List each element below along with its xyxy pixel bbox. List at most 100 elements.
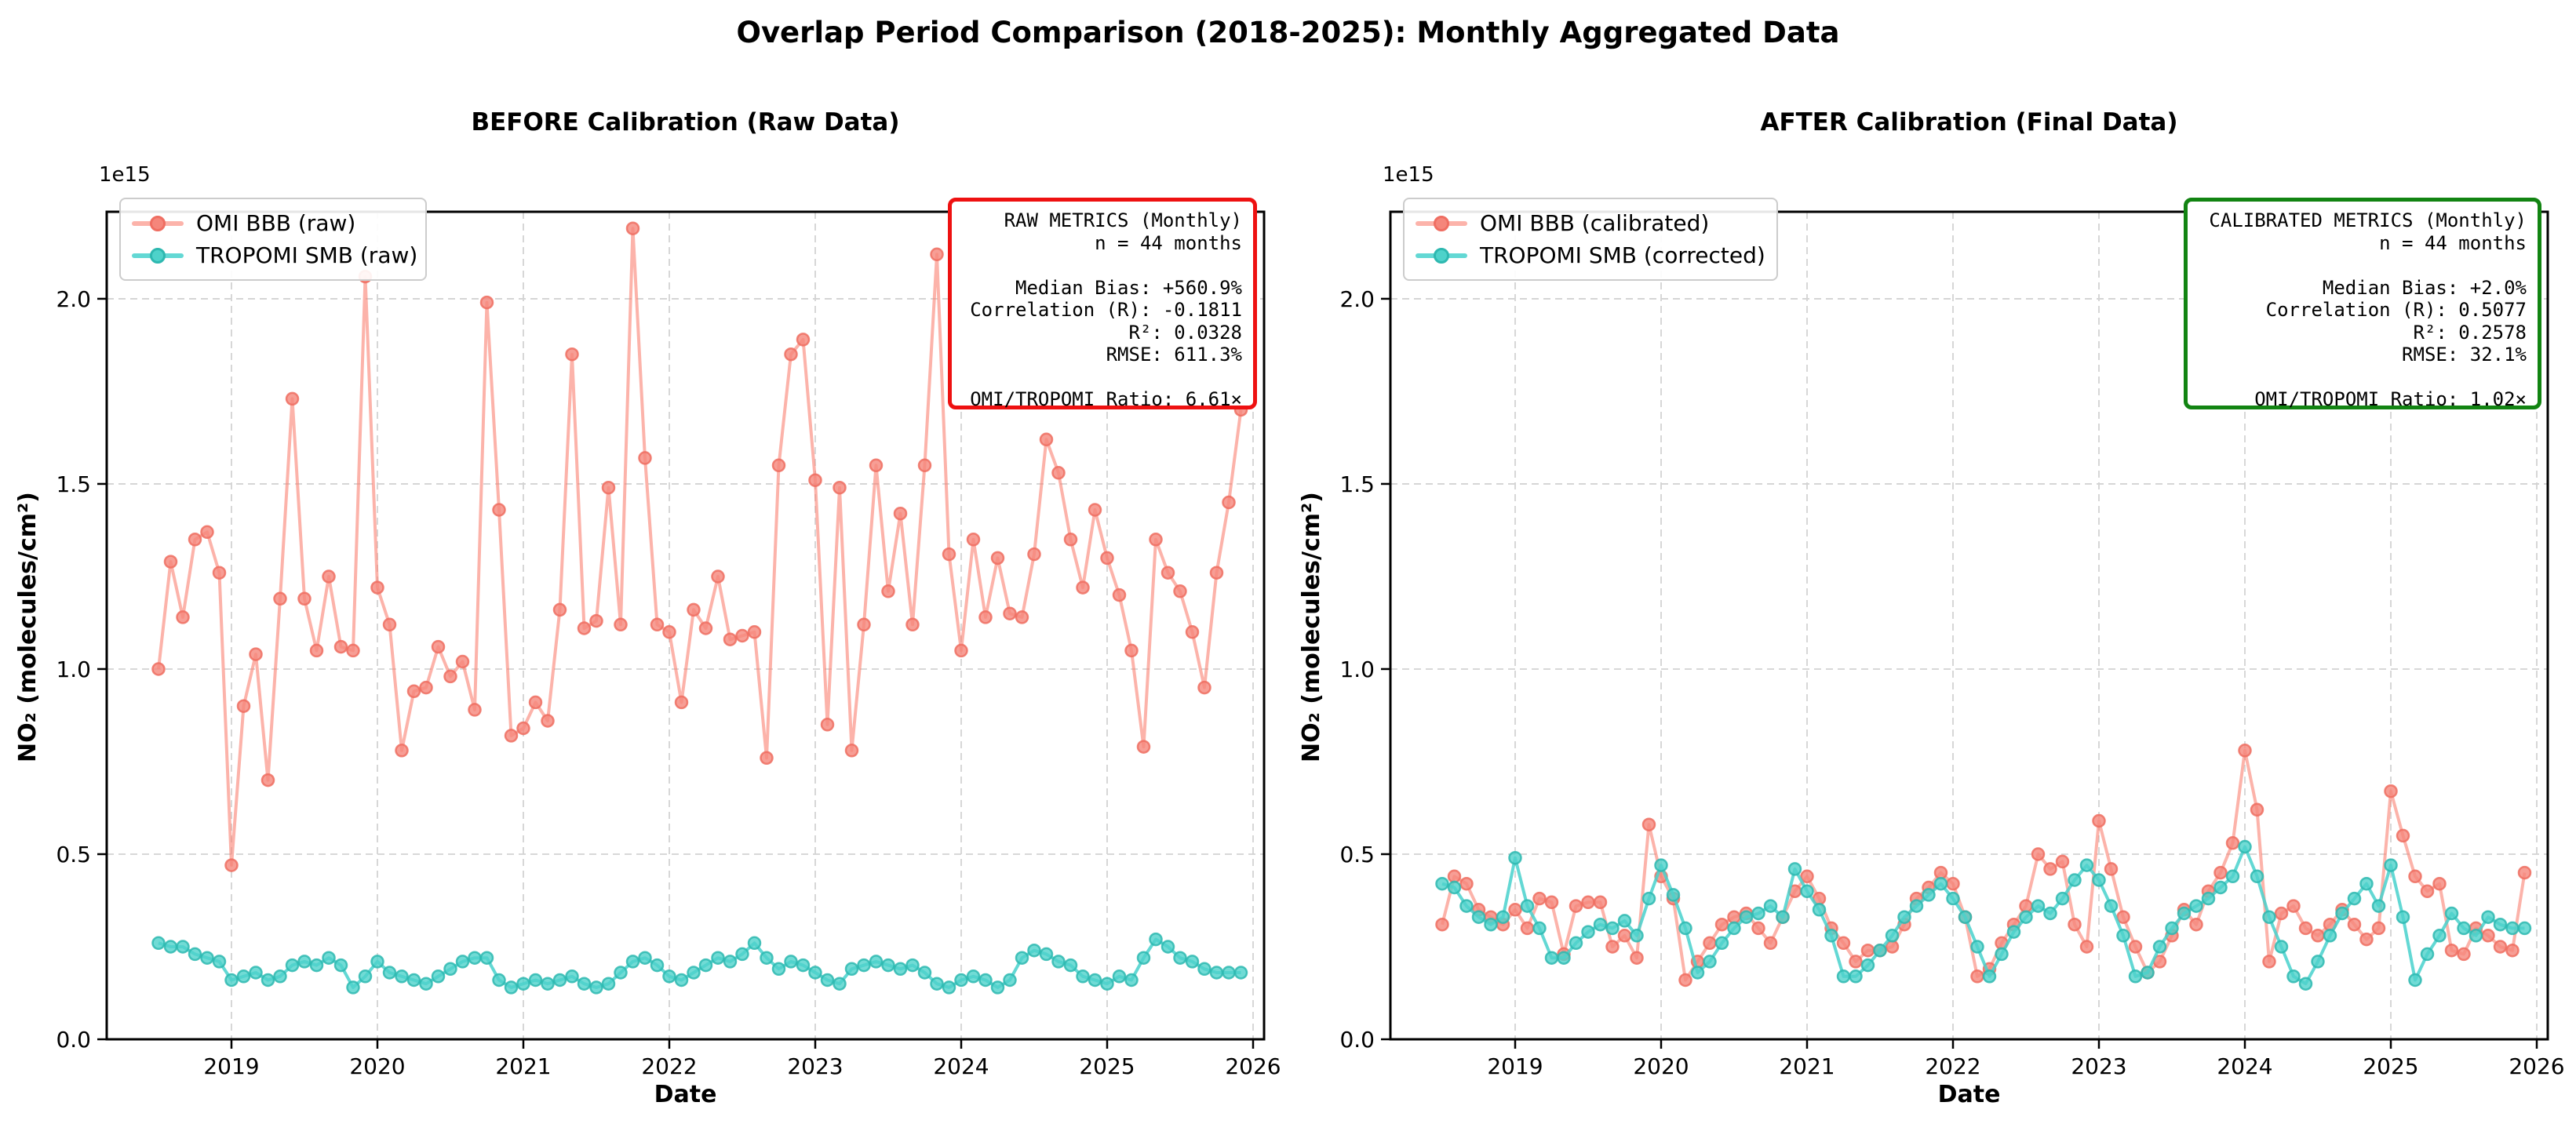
omi-calibrated-point [2396,828,2410,843]
x-tick-label: 2022 [641,1053,697,1079]
tropomi-corrected-point [1897,910,1911,924]
omi-raw-point [796,333,811,347]
omi-raw-point [1124,643,1139,658]
omi-calibrated-point [1593,895,1608,910]
omi-raw-point [1222,495,1236,510]
omi-raw-point [990,551,1005,566]
omi-raw-point [1027,547,1041,562]
tropomi-corrected-point [2165,921,2179,936]
tropomi-raw-point [917,966,932,980]
right-legend: OMI BBB (calibrated) TROPOMI SMB (correc… [1403,198,1778,281]
omi-raw-point [1088,503,1102,517]
tropomi-corrected-point [2396,910,2410,924]
tropomi-corrected-point [2006,925,2021,939]
legend-label: OMI BBB (raw) [196,210,356,236]
tropomi-raw-point [285,958,300,973]
omi-calibrated-point [2079,940,2094,954]
omi-raw-point [1185,625,1200,639]
tropomi-corrected-point [1654,858,1668,872]
tropomi-corrected-point [1885,929,1900,943]
tropomi-raw-point [468,951,482,965]
tropomi-raw-point [601,977,616,991]
tropomi-raw-point [577,977,592,991]
tropomi-corrected-point [1703,955,1717,969]
tropomi-corrected-point [2335,906,2349,921]
omi-raw-point [650,617,665,632]
tropomi-corrected-point [2019,910,2033,924]
tropomi-corrected-point [1544,951,1559,965]
calibrated-metrics-box: CALIBRATED METRICS (Monthly) n = 44 mont… [2184,198,2541,410]
tropomi-raw-point [1112,969,1127,984]
tropomi-raw-point [735,947,749,962]
omi-raw-point [322,569,336,584]
tropomi-line-marker-icon [1416,247,1467,264]
omi-raw-point [638,451,652,465]
tropomi-raw-point [857,958,871,973]
tropomi-raw-point [808,966,822,980]
tropomi-corrected-point [2347,891,2362,906]
omi-raw-point [784,347,798,362]
tropomi-raw-point [784,955,798,969]
omi-calibrated-point [1970,969,1984,984]
x-tick-label: 2023 [787,1053,843,1079]
omi-raw-point [625,221,640,235]
tropomi-corrected-point [1849,969,1863,984]
omi-raw-point [589,613,603,628]
tropomi-raw-point [1233,966,1248,980]
tropomi-raw-point [297,955,312,969]
tropomi-raw-point [200,951,214,965]
y-tick-label: 1.5 [56,471,91,497]
omi-raw-point [212,566,227,580]
x-tick-label: 2025 [1079,1053,1135,1079]
omi-raw-point [455,654,470,669]
legend-entry-omi-calibrated: OMI BBB (calibrated) [1416,207,1762,239]
left-y-axis-label: NO₂ (molecules/cm²) [14,492,42,763]
tropomi-corrected-point [1641,891,1656,906]
omi-raw-point [285,391,300,406]
tropomi-corrected-point [2104,899,2119,913]
tropomi-corrected-point [2055,891,2070,906]
omi-raw-point [711,569,725,584]
omi-raw-point [1197,680,1211,695]
tropomi-corrected-point [1763,899,1778,913]
omi-raw-point [662,625,676,639]
tropomi-corrected-point [1933,876,1948,891]
tropomi-raw-point [844,962,859,977]
omi-raw-point [516,721,530,736]
tropomi-corrected-point [2177,906,2192,921]
omi-raw-point [443,669,457,684]
omi-raw-point [930,247,944,262]
tropomi-raw-point [1015,951,1029,965]
tropomi-raw-point [820,973,835,988]
omi-raw-point [954,643,968,658]
tropomi-corrected-point [2079,858,2094,872]
legend-entry-omi-raw: OMI BBB (raw) [132,207,411,239]
tropomi-raw-point [638,951,652,965]
tropomi-corrected-point [1471,910,1486,924]
x-tick-label: 2024 [933,1053,989,1079]
omi-raw-point [1149,533,1163,547]
tropomi-corrected-point [1484,917,1498,932]
tropomi-raw-point [492,973,506,988]
y-tick-label: 2.0 [1339,286,1375,312]
tropomi-corrected-point [2481,910,2495,924]
tropomi-raw-point [1100,977,1114,991]
omi-raw-point [261,773,275,788]
y-tick-label: 0.0 [1339,1027,1375,1053]
omi-calibrated-point [1617,929,1632,943]
omi-calibrated-point [1605,940,1620,954]
tropomi-corrected-point [2286,969,2301,984]
omi-raw-point [504,729,519,743]
tropomi-raw-point [406,973,421,988]
tropomi-raw-point [504,980,519,995]
tropomi-raw-point [333,958,348,973]
tropomi-corrected-point [1995,947,2009,962]
omi-raw-point [479,295,494,310]
omi-raw-point [942,547,956,562]
y-tick-label: 0.5 [1339,842,1375,868]
omi-raw-point [382,617,397,632]
x-tick-label: 2022 [1925,1053,1980,1079]
tropomi-raw-point [309,958,324,973]
tropomi-raw-point [760,951,774,965]
tropomi-raw-point [163,940,178,954]
